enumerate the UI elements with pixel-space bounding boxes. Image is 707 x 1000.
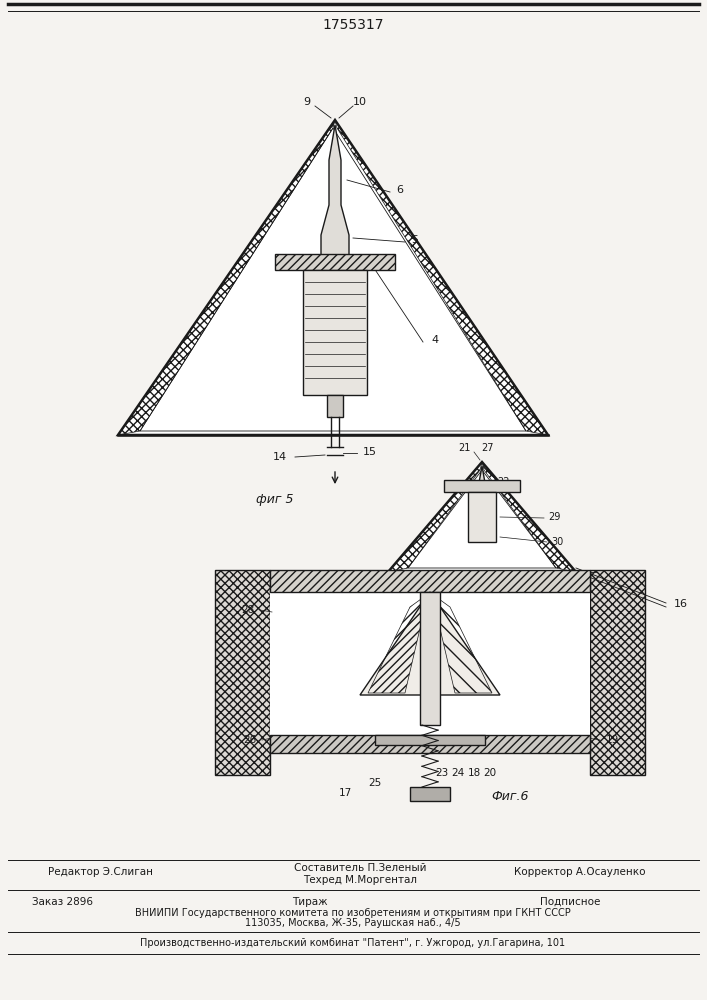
Text: 23: 23 bbox=[436, 768, 449, 778]
Text: 18: 18 bbox=[467, 768, 481, 778]
Text: Производственно-издательский комбинат "Патент", г. Ужгород, ул.Гагарина, 101: Производственно-издательский комбинат "П… bbox=[141, 938, 566, 948]
Polygon shape bbox=[327, 395, 343, 417]
Polygon shape bbox=[420, 592, 440, 725]
Text: 6: 6 bbox=[397, 185, 404, 195]
Polygon shape bbox=[321, 125, 349, 270]
Text: Фиг.6: Фиг.6 bbox=[491, 790, 529, 804]
Text: 30: 30 bbox=[551, 537, 563, 547]
Polygon shape bbox=[118, 120, 548, 435]
Text: 9: 9 bbox=[303, 97, 310, 107]
Polygon shape bbox=[215, 570, 270, 775]
Text: 19: 19 bbox=[605, 735, 619, 745]
Text: 21: 21 bbox=[458, 443, 470, 453]
Text: Подписное: Подписное bbox=[540, 897, 600, 907]
Polygon shape bbox=[375, 735, 485, 745]
Text: Заказ 2896: Заказ 2896 bbox=[32, 897, 93, 907]
Text: 29: 29 bbox=[548, 512, 560, 522]
Text: 28: 28 bbox=[241, 605, 255, 615]
Text: 22: 22 bbox=[498, 477, 510, 487]
Text: Редактор Э.Слиган: Редактор Э.Слиган bbox=[47, 867, 153, 877]
Text: Корректор А.Осауленко: Корректор А.Осауленко bbox=[514, 867, 645, 877]
Polygon shape bbox=[360, 592, 500, 695]
Text: 20: 20 bbox=[484, 768, 496, 778]
Text: 26: 26 bbox=[243, 735, 257, 745]
Text: 10: 10 bbox=[353, 97, 367, 107]
Text: 16: 16 bbox=[674, 599, 688, 609]
Text: 113035, Москва, Ж-35, Раушская наб., 4/5: 113035, Москва, Ж-35, Раушская наб., 4/5 bbox=[245, 918, 461, 928]
Polygon shape bbox=[444, 480, 520, 492]
Text: 1755317: 1755317 bbox=[322, 18, 384, 32]
Polygon shape bbox=[270, 570, 590, 592]
Polygon shape bbox=[468, 492, 496, 542]
Polygon shape bbox=[410, 787, 450, 801]
Text: Техред М.Моргентал: Техред М.Моргентал bbox=[303, 875, 417, 885]
Text: 15: 15 bbox=[363, 447, 377, 457]
Text: ВНИИПИ Государственного комитета по изобретениям и открытиям при ГКНТ СССР: ВНИИПИ Государственного комитета по изоб… bbox=[135, 908, 571, 918]
Polygon shape bbox=[270, 592, 590, 745]
Polygon shape bbox=[270, 735, 590, 753]
Text: 4: 4 bbox=[431, 335, 438, 345]
Polygon shape bbox=[388, 462, 576, 572]
Text: фиг 5: фиг 5 bbox=[256, 492, 293, 506]
Polygon shape bbox=[275, 254, 395, 270]
Text: 14: 14 bbox=[273, 452, 287, 462]
Text: 25: 25 bbox=[368, 778, 382, 788]
Polygon shape bbox=[303, 270, 367, 395]
Text: 17: 17 bbox=[339, 788, 351, 798]
Polygon shape bbox=[470, 466, 494, 541]
Text: 5: 5 bbox=[411, 235, 419, 245]
Polygon shape bbox=[590, 570, 645, 775]
Text: Составитель П.Зеленый: Составитель П.Зеленый bbox=[293, 863, 426, 873]
Text: 24: 24 bbox=[451, 768, 464, 778]
Text: 27: 27 bbox=[481, 443, 493, 453]
Text: Тираж: Тираж bbox=[292, 897, 328, 907]
